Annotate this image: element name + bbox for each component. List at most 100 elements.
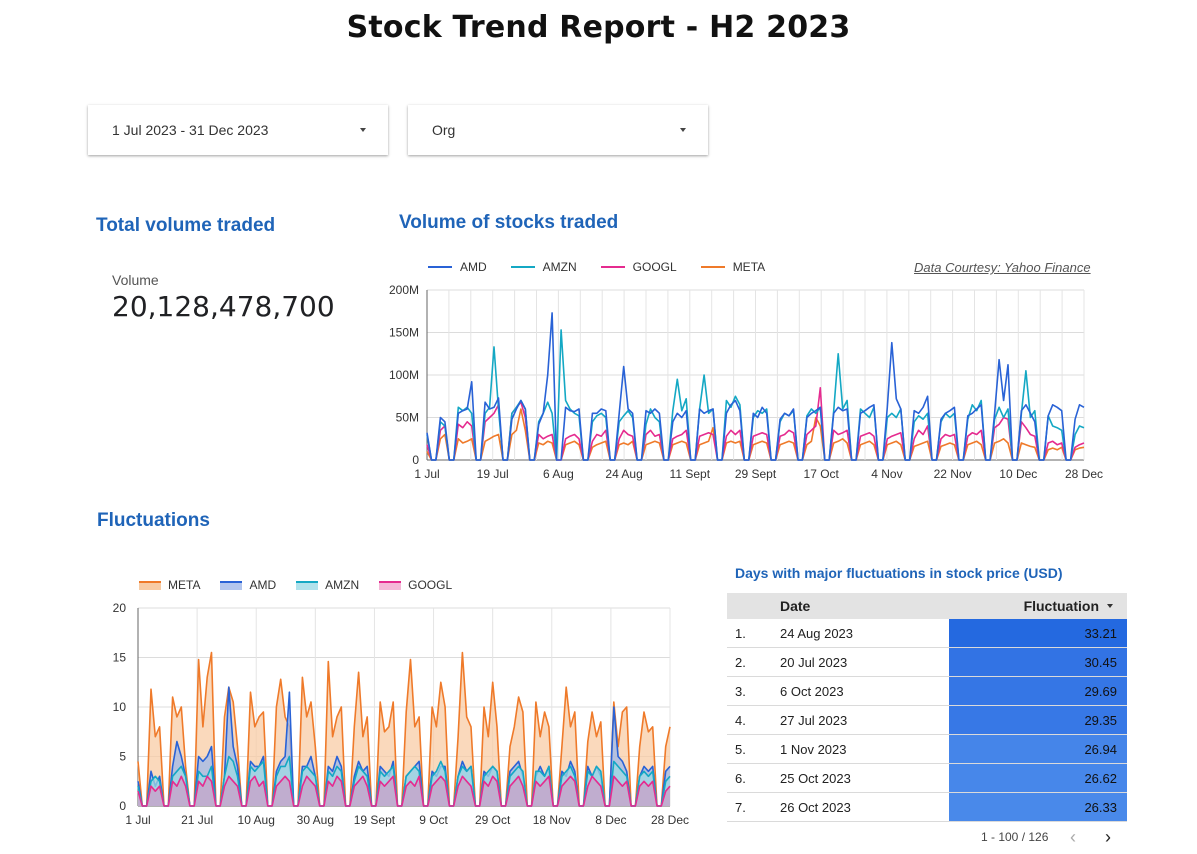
- legend-item-amd[interactable]: AMD: [428, 260, 487, 274]
- legend-line-icon: [600, 266, 625, 268]
- org-filter-label: Org: [432, 122, 456, 138]
- legend-item-googl[interactable]: GOOGL: [379, 578, 452, 592]
- row-fluctuation: 33.21: [1084, 626, 1117, 641]
- row-date: 20 Jul 2023: [780, 655, 848, 670]
- row-number: 4.: [735, 713, 746, 728]
- legend-item-amzn[interactable]: AMZN: [510, 260, 577, 274]
- row-number: 1.: [735, 626, 746, 641]
- table-row[interactable]: 3. 6 Oct 2023 29.69: [727, 677, 1127, 706]
- x-tick-label: 24 Aug: [605, 467, 642, 481]
- x-tick-label: 11 Sept: [670, 467, 711, 481]
- legend-item-meta[interactable]: META: [139, 578, 200, 592]
- fluctuation-table: Date Fluctuation 1. 24 Aug 2023 33.21 2. 20 …: [727, 593, 1127, 822]
- table-row[interactable]: 1. 24 Aug 2023 33.21: [727, 619, 1127, 648]
- x-tick-label: 10 Aug: [238, 813, 275, 827]
- fluct-chart-title: Fluctuations: [97, 510, 210, 531]
- dropdown-caret-icon: [680, 128, 686, 132]
- legend-area-icon: [296, 580, 319, 590]
- volume-legend: AMD AMZN GOOGL META: [428, 260, 789, 274]
- x-tick-label: 29 Sept: [735, 467, 777, 481]
- heatmap-cell: [949, 648, 1127, 676]
- x-tick-label: 28 Dec: [651, 813, 689, 827]
- table-row[interactable]: 5. 1 Nov 2023 26.94: [727, 735, 1127, 764]
- row-date: 25 Oct 2023: [780, 771, 851, 786]
- y-tick-label: 200M: [389, 283, 419, 297]
- y-tick-label: 150M: [389, 326, 419, 340]
- x-tick-label: 10 Dec: [999, 467, 1037, 481]
- x-tick-label: 21 Jul: [181, 813, 213, 827]
- y-tick-label: 10: [113, 700, 127, 714]
- row-date: 1 Nov 2023: [780, 742, 847, 757]
- row-fluctuation: 30.45: [1084, 655, 1117, 670]
- legend-item-meta[interactable]: META: [700, 260, 766, 274]
- row-fluctuation: 29.69: [1084, 684, 1117, 699]
- row-date: 6 Oct 2023: [780, 684, 844, 699]
- prev-page-icon[interactable]: ‹: [1070, 827, 1076, 847]
- legend-label: GOOGL: [408, 578, 453, 592]
- legend-area-icon: [220, 580, 243, 590]
- heatmap-cell: [949, 619, 1127, 647]
- row-number: 7.: [735, 800, 746, 815]
- y-tick-label: 15: [113, 651, 127, 665]
- row-date: 26 Oct 2023: [780, 800, 851, 815]
- y-tick-label: 20: [113, 601, 127, 615]
- y-tick-label: 100M: [389, 368, 419, 382]
- legend-item-googl[interactable]: GOOGL: [600, 260, 677, 274]
- table-title: Days with major fluctuations in stock pr…: [735, 565, 1063, 581]
- x-tick-label: 28 Dec: [1065, 467, 1103, 481]
- row-date: 27 Jul 2023: [780, 713, 848, 728]
- y-tick-label: 50M: [396, 411, 419, 425]
- fluctuations-area-chart: 0 5 10 15 20 1 Jul 21 Jul 10 Aug 30 Aug 19 Sept 9 …: [113, 601, 689, 827]
- data-courtesy-link[interactable]: Data Courtesy: Yahoo Finance: [914, 260, 1091, 275]
- volume-chart-title: Volume of stocks traded: [399, 212, 619, 233]
- x-tick-label: 9 Oct: [419, 813, 448, 827]
- row-number: 5.: [735, 742, 746, 757]
- table-row[interactable]: 7. 26 Oct 2023 26.33: [727, 793, 1127, 822]
- legend-label: AMZN: [325, 578, 360, 592]
- heatmap-cell: [949, 706, 1127, 734]
- header-fluctuation[interactable]: Fluctuation: [1023, 598, 1099, 614]
- x-tick-label: 19 Sept: [354, 813, 396, 827]
- kpi-title: Total volume traded: [96, 215, 276, 236]
- header-date[interactable]: Date: [780, 598, 811, 614]
- heatmap-cell: [949, 793, 1127, 821]
- heatmap-cell: [949, 735, 1127, 763]
- legend-label: AMZN: [542, 260, 577, 274]
- legend-label: META: [168, 578, 201, 592]
- row-fluctuation: 26.94: [1084, 742, 1117, 757]
- legend-label: AMD: [460, 260, 487, 274]
- x-tick-label: 8 Dec: [595, 813, 626, 827]
- legend-line-icon: [700, 266, 725, 268]
- date-range-label: 1 Jul 2023 - 31 Dec 2023: [112, 122, 269, 138]
- org-filter-control[interactable]: Org: [408, 105, 708, 155]
- volume-line-chart: 0 50M 100M 150M 200M 1 Jul 19 Jul 6 Aug 24 Aug 11…: [389, 283, 1103, 481]
- legend-item-amd[interactable]: AMD: [220, 578, 276, 592]
- next-page-icon[interactable]: ›: [1105, 827, 1111, 847]
- table-row[interactable]: 4. 27 Jul 2023 29.35: [727, 706, 1127, 735]
- heatmap-cell: [949, 764, 1127, 792]
- legend-line-icon: [510, 266, 535, 268]
- legend-label: META: [732, 260, 766, 274]
- y-tick-label: 0: [412, 453, 419, 467]
- row-fluctuation: 26.62: [1084, 771, 1117, 786]
- sort-desc-icon[interactable]: [1107, 604, 1113, 608]
- legend-label: GOOGL: [632, 260, 677, 274]
- x-tick-label: 29 Oct: [475, 813, 511, 827]
- y-tick-label: 0: [119, 799, 126, 813]
- table-header: Date Fluctuation: [727, 593, 1127, 619]
- legend-item-amzn[interactable]: AMZN: [296, 578, 359, 592]
- table-row[interactable]: 2. 20 Jul 2023 30.45: [727, 648, 1127, 677]
- x-tick-label: 17 Oct: [804, 467, 840, 481]
- row-number: 6.: [735, 771, 746, 786]
- legend-label: AMD: [249, 578, 277, 592]
- date-range-control[interactable]: 1 Jul 2023 - 31 Dec 2023: [88, 105, 388, 155]
- row-fluctuation: 29.35: [1084, 713, 1117, 728]
- kpi-value: 20,128,478,700: [112, 290, 335, 323]
- legend-area-icon: [139, 580, 161, 590]
- pagination-label: 1 - 100 / 126: [981, 830, 1049, 844]
- heatmap-cell: [949, 677, 1127, 705]
- row-number: 2.: [735, 655, 746, 670]
- series-area-meta: [138, 652, 670, 806]
- x-tick-label: 18 Nov: [533, 813, 571, 827]
- table-row[interactable]: 6. 25 Oct 2023 26.62: [727, 764, 1127, 793]
